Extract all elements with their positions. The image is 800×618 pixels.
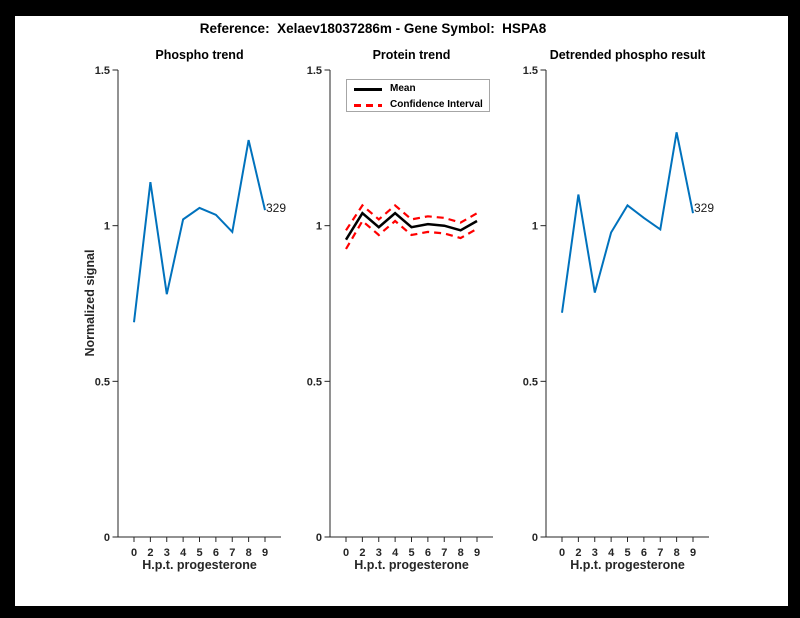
y-tick-label: 0 [532, 532, 538, 544]
legend-ci-label: Confidence Interval [390, 99, 483, 110]
x-tick-label: 7 [657, 547, 663, 559]
x-tick-label: 2 [147, 547, 153, 559]
legend-mean-line [354, 88, 382, 91]
detrended-phospho-chart: 0 2 3 4 5 6 7 8 900.511.5 [523, 65, 709, 559]
y-tick-label: 1 [316, 221, 322, 233]
x-tick-label: 9 [262, 547, 268, 559]
x-axis-label: H.p.t. progesterone [142, 558, 257, 572]
detrended-phospho-line [561, 132, 694, 313]
x-tick-label: 7 [441, 547, 447, 559]
axis-line [329, 70, 493, 538]
protein-trend-chart: 0 2 3 4 5 6 7 8 900.511.5 [307, 65, 493, 559]
y-tick-label: 0 [104, 532, 110, 544]
subplot-title: Protein trend [372, 48, 451, 62]
phospho-trend-line [133, 139, 266, 323]
x-tick-label: 5 [624, 547, 630, 559]
x-tick-label: 4 [392, 547, 399, 559]
y-tick-label: 1 [532, 221, 538, 233]
subplot-protein-trend: Protein trend 0 2 3 4 5 6 7 8 9 0 0.5 1 1.5 Mean Con… [292, 40, 517, 595]
y-tick-label: 0.5 [95, 376, 110, 388]
x-tick-label: 5 [408, 547, 414, 559]
x-tick-label: 9 [690, 547, 696, 559]
x-tick-label: 4 [608, 547, 615, 559]
legend-box: Mean Confidence Interval [346, 79, 490, 112]
y-tick-label: 1 [104, 221, 110, 233]
x-tick-label: 0 [559, 547, 565, 559]
y-tick-label: 0.5 [307, 376, 322, 388]
figure-title: Reference: Xelaev18037286m - Gene Symbol… [199, 21, 547, 36]
y-tick-label: 1.5 [523, 65, 538, 77]
x-tick-label: 7 [229, 547, 235, 559]
x-tick-label: 2 [359, 547, 365, 559]
x-axis-label: H.p.t. progesterone [570, 558, 685, 572]
legend-item-confidence-interval: Confidence Interval [347, 98, 489, 112]
axis-line [545, 70, 709, 538]
x-tick-label: 3 [592, 547, 598, 559]
x-tick-label: 8 [458, 547, 464, 559]
ci-lower-line [345, 219, 478, 250]
x-tick-label: 4 [180, 547, 187, 559]
subplot-detrended-phospho: Detrended phospho result 0 2 3 4 5 6 7 8 9 0 0.5 1 1… [508, 40, 733, 595]
mean-line [344, 211, 478, 241]
phospho-trend-chart: 0 2 3 4 5 6 7 8 900.511.5 [95, 65, 281, 559]
x-tick-label: 6 [641, 547, 647, 559]
subplot-title: Detrended phospho result [549, 48, 706, 62]
y-tick-label: 1.5 [307, 65, 322, 77]
ci-upper-line [345, 203, 478, 231]
y-tick-label: 0.5 [523, 376, 538, 388]
x-tick-label: 9 [474, 547, 480, 559]
axis-line [117, 70, 281, 538]
x-tick-label: 2 [575, 547, 581, 559]
subplot-phospho-trend: Phospho trend 0 2 3 4 5 6 7 8 9 0 0.5 1 1.5 329 H.p.… [80, 40, 305, 595]
x-tick-label: 8 [246, 547, 252, 559]
x-tick-label: 6 [213, 547, 219, 559]
x-tick-label: 0 [131, 547, 137, 559]
x-tick-label: 8 [674, 547, 680, 559]
y-tick-label: 1.5 [95, 65, 110, 77]
endpoint-annotation: 329 [266, 201, 287, 215]
legend-ci-line [354, 104, 382, 107]
x-axis-label: H.p.t. progesterone [354, 558, 469, 572]
x-tick-label: 5 [196, 547, 202, 559]
legend-item-mean: Mean [347, 82, 489, 96]
x-tick-label: 3 [376, 547, 382, 559]
x-tick-label: 6 [425, 547, 431, 559]
legend-mean-label: Mean [390, 83, 416, 94]
endpoint-annotation: 329 [694, 201, 715, 215]
x-tick-label: 3 [164, 547, 170, 559]
subplot-title: Phospho trend [155, 48, 244, 62]
y-tick-label: 0 [316, 532, 322, 544]
x-tick-label: 0 [343, 547, 349, 559]
